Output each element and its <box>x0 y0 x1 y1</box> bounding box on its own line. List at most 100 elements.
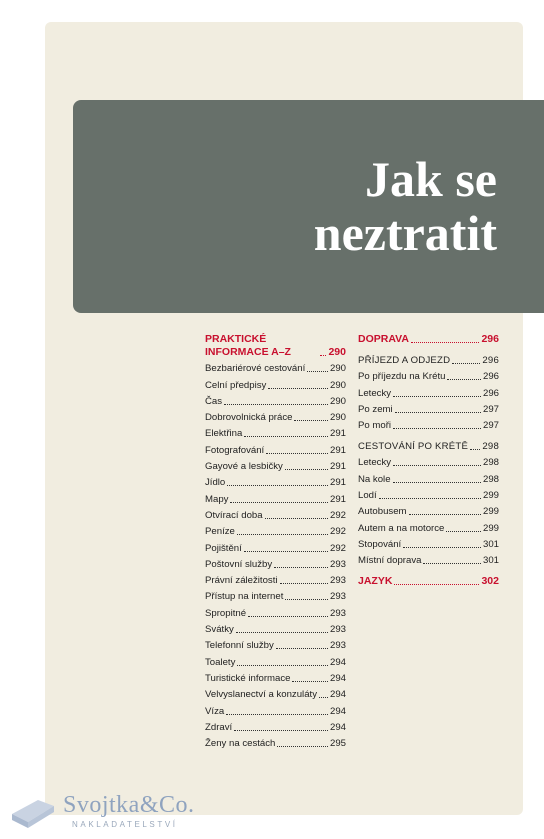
dot-leader <box>236 534 328 536</box>
entry-title: PRAKTICKÉ INFORMACE A–Z <box>205 333 291 358</box>
toc-entry: Fotografování 291 <box>205 444 346 457</box>
entry-title: Peníze <box>205 526 235 538</box>
entry-title: Po zemi <box>358 403 393 415</box>
entry-title: Elektřina <box>205 428 243 440</box>
entry-title: Celní předpisy <box>205 379 267 391</box>
toc-entry: JAZYK 302 <box>358 575 499 588</box>
dot-leader <box>266 452 328 454</box>
toc-entry: Telefonní služby 293 <box>205 639 346 652</box>
entry-title: Místní doprava <box>358 555 422 567</box>
entry-title: Svátky <box>205 624 234 636</box>
page-number: 298 <box>482 457 499 469</box>
entry-title: Spropitné <box>205 607 247 619</box>
entry-title: Na kole <box>358 473 391 485</box>
dot-leader <box>410 342 480 343</box>
toc-entry: Poštovní služby 293 <box>205 558 346 571</box>
page-number: 291 <box>329 444 346 456</box>
dot-leader <box>227 485 328 487</box>
page-number: 296 <box>482 387 499 399</box>
page-number: 292 <box>329 542 346 554</box>
page-number: 296 <box>481 333 499 345</box>
page-number: 296 <box>482 355 499 366</box>
toc-entry: PŘÍJEZD A ODJEZD 296 <box>358 354 499 367</box>
dot-leader <box>274 566 328 568</box>
page-number: 293 <box>329 575 346 587</box>
dot-leader <box>244 436 328 438</box>
entry-title: Autobusem <box>358 506 407 518</box>
toc-entry: Víza 294 <box>205 705 346 718</box>
dot-leader <box>294 420 328 422</box>
page-number: 293 <box>329 607 346 619</box>
dot-leader <box>307 371 328 373</box>
toc-entry: Jídlo 291 <box>205 476 346 489</box>
entry-title: Víza <box>205 705 225 717</box>
entry-title: Ženy na cestách <box>205 738 276 750</box>
dot-leader <box>470 449 481 451</box>
entry-title: PŘÍJEZD A ODJEZD <box>358 355 451 366</box>
entry-title: Autem a na motorce <box>358 522 445 534</box>
entry-title: Letecky <box>358 387 392 399</box>
entry-title: Lodí <box>358 490 377 502</box>
dot-leader <box>319 697 328 699</box>
toc-entry: Peníze 292 <box>205 525 346 538</box>
entry-title: Jídlo <box>205 477 226 489</box>
page-number: 290 <box>329 379 346 391</box>
page-number: 294 <box>329 656 346 668</box>
page-number: 299 <box>482 490 499 502</box>
toc-entry: Čas 290 <box>205 395 346 408</box>
toc-entry: Bezbariérové cestování 290 <box>205 362 346 375</box>
entry-title: Po moři <box>358 420 392 432</box>
entry-title: Dobrovolnická práce <box>205 412 293 424</box>
dot-leader <box>268 387 328 389</box>
dot-leader <box>277 746 328 748</box>
dot-leader <box>230 501 328 503</box>
dot-leader <box>408 514 481 516</box>
entry-title: Turistické informace <box>205 672 291 684</box>
toc-entry: Turistické informace 294 <box>205 672 346 685</box>
page-number: 291 <box>329 461 346 473</box>
entry-title: Stopování <box>358 538 402 550</box>
toc-entry: Ženy na cestách 295 <box>205 737 346 750</box>
toc-column: PRAKTICKÉ INFORMACE A–Z 290 Bezbariérové c… <box>205 333 346 753</box>
page-number: 291 <box>329 477 346 489</box>
title-banner <box>73 100 544 313</box>
dot-leader <box>224 403 328 405</box>
toc-entry: Spropitné 293 <box>205 607 346 620</box>
toc-entry: Letecky 296 <box>358 387 499 400</box>
dot-leader <box>292 680 328 682</box>
dot-leader <box>248 615 328 617</box>
toc-entry: Místní doprava 301 <box>358 554 499 567</box>
toc-entry: Přístup na internet 293 <box>205 590 346 603</box>
page-number: 294 <box>329 705 346 717</box>
dot-leader <box>226 713 328 715</box>
toc-entry: Svátky 293 <box>205 623 346 636</box>
page-number: 295 <box>329 738 346 750</box>
page-number: 298 <box>482 441 499 453</box>
page-number: 290 <box>329 395 346 407</box>
entry-title: DOPRAVA <box>358 333 409 345</box>
dot-leader <box>447 379 481 381</box>
page-number: 294 <box>329 672 346 684</box>
page-number: 290 <box>329 363 346 375</box>
entry-title: Čas <box>205 395 223 407</box>
toc-entry: Pojištění 292 <box>205 542 346 555</box>
page-number: 296 <box>482 371 499 383</box>
entry-title: Poštovní služby <box>205 558 273 570</box>
toc-entry: Stopování 301 <box>358 538 499 551</box>
dot-leader <box>284 469 328 471</box>
toc-entry: PRAKTICKÉ INFORMACE A–Z 290 <box>205 333 346 359</box>
dot-leader <box>285 599 328 601</box>
toc-entry: Elektřina 291 <box>205 427 346 440</box>
page-number: 293 <box>329 591 346 603</box>
entry-title: JAZYK <box>358 575 393 588</box>
toc-entry: Velvyslanectví a konzuláty 294 <box>205 688 346 701</box>
toc-entry: Gayové a lesbičky 291 <box>205 460 346 473</box>
page-number: 293 <box>329 624 346 636</box>
toc-entry: Po moři 297 <box>358 419 499 432</box>
dot-leader <box>393 428 481 430</box>
dot-leader <box>392 481 481 483</box>
entry-title: Pojištění <box>205 542 242 554</box>
dot-leader <box>264 517 328 519</box>
toc-entry: Letecky 298 <box>358 456 499 469</box>
page-number: 294 <box>329 721 346 733</box>
